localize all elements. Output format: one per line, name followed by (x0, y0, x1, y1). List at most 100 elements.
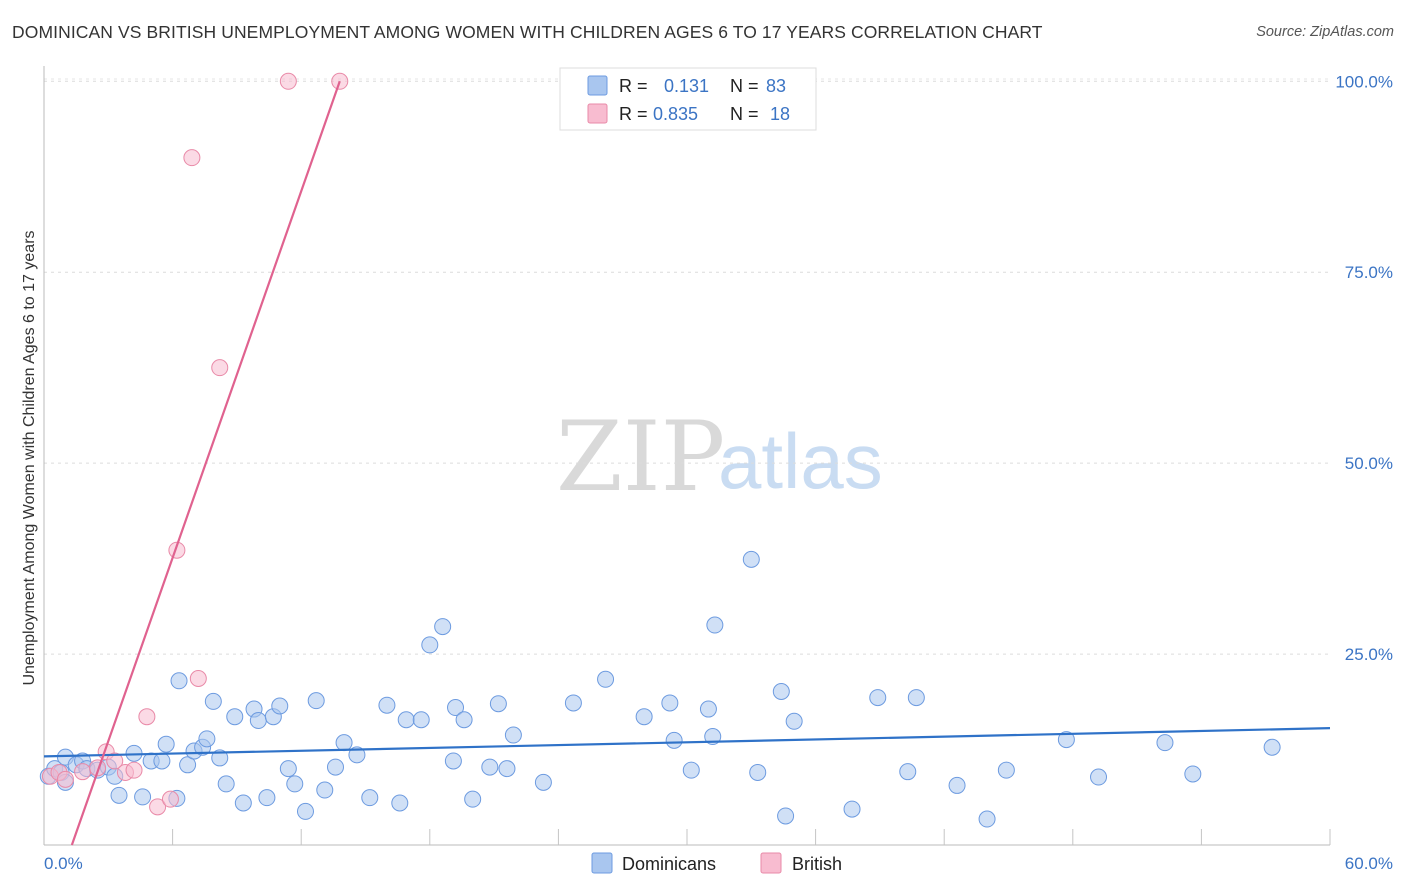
dominicans-point (997, 761, 1015, 779)
dominicans-point (785, 712, 803, 730)
dominicans-point (1263, 738, 1281, 756)
dominicans-point (134, 788, 152, 806)
dominicans-n-value: 83 (766, 76, 786, 96)
dominicans-point (498, 760, 516, 778)
dominicans-point (534, 773, 552, 791)
dominicans-point (772, 682, 790, 700)
x-tick-label-min: 0.0% (44, 854, 83, 873)
x-tick-label-max: 60.0% (1345, 854, 1393, 873)
british-point (211, 359, 229, 377)
dominicans-point (286, 775, 304, 793)
y-tick-label-50: 50.0% (1345, 454, 1393, 473)
dominicans-series-label: Dominicans (622, 854, 716, 874)
dominicans-n-label: N = (730, 76, 759, 96)
british-point (183, 149, 201, 167)
watermark-zip: ZIP (556, 401, 725, 513)
dominicans-point (742, 550, 760, 568)
british-series-label: British (792, 854, 842, 874)
dominicans-point (444, 752, 462, 770)
dominicans-point (249, 712, 267, 730)
dominicans-point (179, 756, 197, 774)
gridlines (44, 78, 1330, 655)
dominicans-point (217, 775, 235, 793)
british-point (56, 770, 74, 788)
dominicans-point (211, 749, 229, 767)
dominicans-point (258, 789, 276, 807)
british-trend-line (70, 80, 341, 846)
dominicans-point (564, 694, 582, 712)
dominicans-point (153, 752, 171, 770)
british-point (125, 761, 143, 779)
dominicans-point (421, 636, 439, 654)
british-legend-swatch (587, 103, 608, 124)
british-r-value: 0.835 (653, 104, 698, 124)
y-tick-labels: 25.0% 50.0% 75.0% 100.0% (1335, 72, 1393, 664)
dominicans-point (749, 763, 767, 781)
dominicans-point (843, 800, 861, 818)
british-n-value: 18 (770, 104, 790, 124)
dominicans-point (597, 670, 615, 688)
dominicans-point (948, 776, 966, 794)
dominicans-point (279, 760, 297, 778)
chart-title: DOMINICAN VS BRITISH UNEMPLOYMENT AMONG … (12, 22, 1043, 42)
dominicans-point (464, 790, 482, 808)
dominicans-point (412, 711, 430, 729)
british-series-swatch (760, 852, 782, 874)
british-point (189, 670, 207, 688)
dominicans-r-label: R = (619, 76, 648, 96)
dominicans-point (706, 616, 724, 634)
dominicans-point (348, 746, 366, 764)
british-point (74, 763, 92, 781)
dominicans-point (1090, 768, 1108, 786)
dominicans-point (504, 726, 522, 744)
dominicans-point (899, 763, 917, 781)
series-legend: Dominicans British (591, 852, 842, 874)
trend-lines (43, 80, 1331, 846)
dominicans-point (391, 794, 409, 812)
dominicans-point (110, 786, 128, 804)
british-point (279, 72, 297, 90)
british-point (149, 798, 167, 816)
dominicans-points (39, 550, 1281, 828)
dominicans-point (234, 794, 252, 812)
dominicans-point (869, 689, 887, 707)
dominicans-point (489, 695, 507, 713)
dominicans-point (978, 810, 996, 828)
british-n-label: N = (730, 104, 759, 124)
dominicans-trend-line (43, 727, 1331, 758)
british-points (41, 72, 349, 816)
dominicans-point (361, 789, 379, 807)
dominicans-point (198, 730, 216, 748)
dominicans-point (661, 694, 679, 712)
axes (43, 66, 1331, 846)
dominicans-point (316, 781, 334, 799)
dominicans-point (271, 697, 289, 715)
british-r-label: R = (619, 104, 648, 124)
dominicans-point (307, 692, 325, 710)
dominicans-point (326, 758, 344, 776)
stats-legend: R = 0.131 N = 83 R = 0.835 N = 18 (559, 67, 817, 131)
british-point (106, 752, 124, 770)
dominicans-point (1156, 734, 1174, 752)
dominicans-point (907, 689, 925, 707)
dominicans-point (226, 708, 244, 726)
dominicans-point (682, 761, 700, 779)
dominicans-point (777, 807, 795, 825)
dominicans-r-value: 0.131 (664, 76, 709, 96)
dominicans-point (481, 758, 499, 776)
dominicans-point (665, 731, 683, 749)
dominicans-point (296, 802, 314, 820)
dominicans-point (1057, 731, 1075, 749)
dominicans-point (335, 734, 353, 752)
watermark-atlas: atlas (718, 417, 883, 505)
y-tick-label-75: 75.0% (1345, 263, 1393, 282)
dominicans-point (434, 618, 452, 636)
british-point (89, 759, 107, 777)
y-tick-label-100: 100.0% (1335, 72, 1393, 91)
dominicans-point (157, 735, 175, 753)
chart-source: Source: ZipAtlas.com (1256, 24, 1394, 40)
dominicans-point (635, 708, 653, 726)
british-point (161, 790, 179, 808)
dominicans-series-swatch (591, 852, 613, 874)
